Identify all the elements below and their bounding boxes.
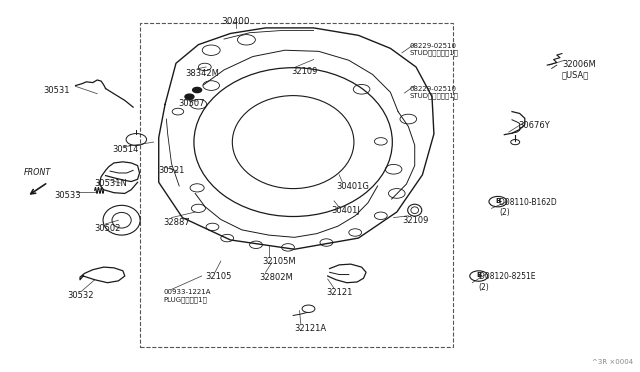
Text: 08229-02510
STUDスタッド（1）: 08229-02510 STUDスタッド（1）: [410, 86, 459, 99]
Text: 08229-02510
STUDスタッド（1）: 08229-02510 STUDスタッド（1）: [410, 43, 459, 57]
Text: 00933-1221A
PLUGプラグ（1）: 00933-1221A PLUGプラグ（1）: [163, 289, 211, 303]
Text: 30502: 30502: [95, 224, 121, 233]
Text: ^3R ×0004: ^3R ×0004: [593, 359, 634, 365]
Text: 38342M: 38342M: [186, 69, 220, 78]
Text: 30676Y: 30676Y: [518, 121, 550, 130]
Text: 30531N: 30531N: [95, 179, 127, 187]
Text: 32802M: 32802M: [259, 273, 293, 282]
Text: Ð08110-B162D
(2): Ð08110-B162D (2): [499, 198, 557, 217]
Text: 30400: 30400: [221, 17, 250, 26]
Text: 30532: 30532: [67, 291, 93, 300]
Text: 32006M
〈USA〉: 32006M 〈USA〉: [562, 60, 596, 79]
Text: 32121: 32121: [326, 288, 353, 297]
Text: FRONT: FRONT: [24, 168, 51, 177]
Text: 32109: 32109: [291, 67, 317, 76]
Bar: [140, 23, 453, 347]
Text: 32105: 32105: [205, 272, 231, 281]
Text: 32887: 32887: [163, 218, 190, 227]
Text: 30401G: 30401G: [336, 182, 369, 191]
Text: 30533: 30533: [54, 191, 81, 200]
Circle shape: [185, 94, 194, 99]
Circle shape: [193, 87, 202, 93]
Text: 30507: 30507: [178, 99, 204, 108]
Text: 32105M: 32105M: [262, 257, 296, 266]
Text: 32121A: 32121A: [294, 324, 326, 333]
Text: 32109: 32109: [402, 216, 428, 225]
Text: 30521: 30521: [159, 166, 185, 174]
Text: B: B: [476, 272, 481, 278]
Text: 30514: 30514: [112, 145, 138, 154]
Text: 30531: 30531: [44, 86, 70, 94]
Text: Ð08120-8251E
(2): Ð08120-8251E (2): [479, 272, 535, 292]
Text: B: B: [495, 198, 500, 204]
Text: 30401J: 30401J: [332, 206, 360, 215]
